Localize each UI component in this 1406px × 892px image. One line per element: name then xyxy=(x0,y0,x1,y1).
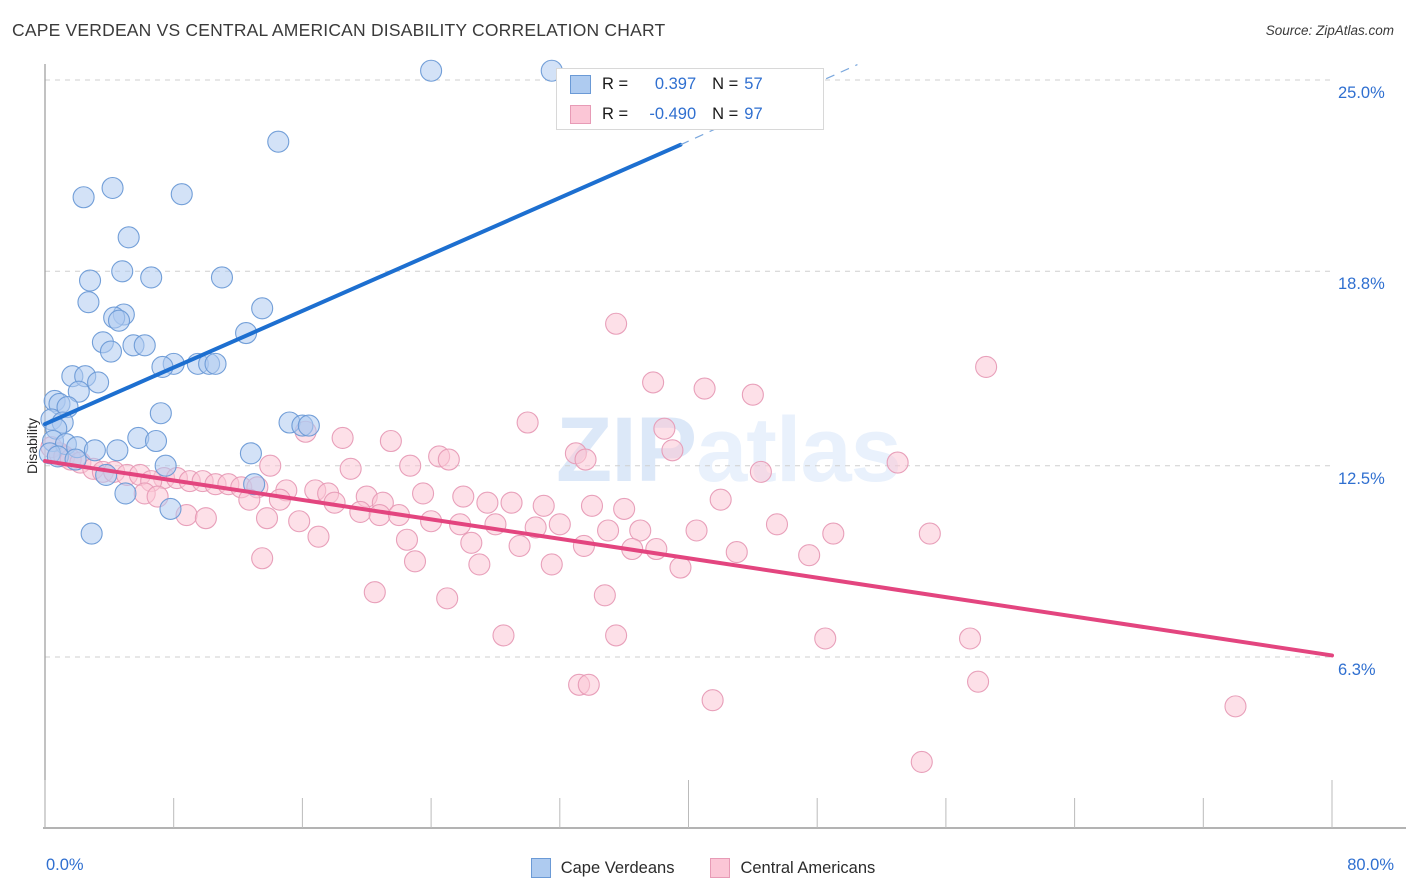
source-attribution: Source: ZipAtlas.com xyxy=(1265,23,1394,38)
legend-label-central-americans: Central Americans xyxy=(740,858,876,877)
stats-row-cape-verdeans: R = 0.397 N = 57 xyxy=(557,69,823,99)
x-axis-label-min: 0.0% xyxy=(46,856,84,874)
y-axis-label-25: 25.0% xyxy=(1338,84,1385,102)
legend-swatch-pink-icon xyxy=(710,858,731,878)
x-axis-label-max: 80.0% xyxy=(1347,856,1394,874)
legend-item-cape-verdeans[interactable]: Cape Verdeans xyxy=(530,858,675,878)
legend-swatch-blue-icon xyxy=(530,858,551,878)
y-axis-label-12: 12.5% xyxy=(1338,469,1385,488)
swatch-pink-icon xyxy=(570,104,591,124)
data-points-cape-verdeans[interactable] xyxy=(38,59,563,545)
n-label-blue: N = xyxy=(712,74,739,93)
x-axis-ticks xyxy=(44,780,1333,828)
page-title: CAPE VERDEAN VS CENTRAL AMERICAN DISABIL… xyxy=(12,20,666,40)
series-legend: Cape Verdeans Central Americans xyxy=(0,858,1406,878)
r-label-blue: R = xyxy=(602,74,629,93)
r-label-pink: R = xyxy=(602,104,629,123)
r-value-pink: -0.490 xyxy=(649,104,697,123)
correlation-stats-box: R = 0.397 N = 57 R = -0.490 N = 97 xyxy=(556,68,824,130)
legend-item-central-americans[interactable]: Central Americans xyxy=(710,858,875,878)
data-points-central-americans[interactable] xyxy=(40,312,1247,773)
r-value-blue: 0.397 xyxy=(654,74,697,93)
swatch-blue-icon xyxy=(570,74,591,94)
n-value-pink: 97 xyxy=(744,104,763,123)
n-label-pink: N = xyxy=(712,104,739,123)
stats-row-central-americans: R = -0.490 N = 97 xyxy=(557,99,823,129)
y-axis-label-6: 6.3% xyxy=(1338,661,1376,679)
y-axis-label-18: 18.8% xyxy=(1338,275,1385,294)
legend-label-cape-verdeans: Cape Verdeans xyxy=(560,858,675,877)
n-value-blue: 57 xyxy=(744,74,763,93)
